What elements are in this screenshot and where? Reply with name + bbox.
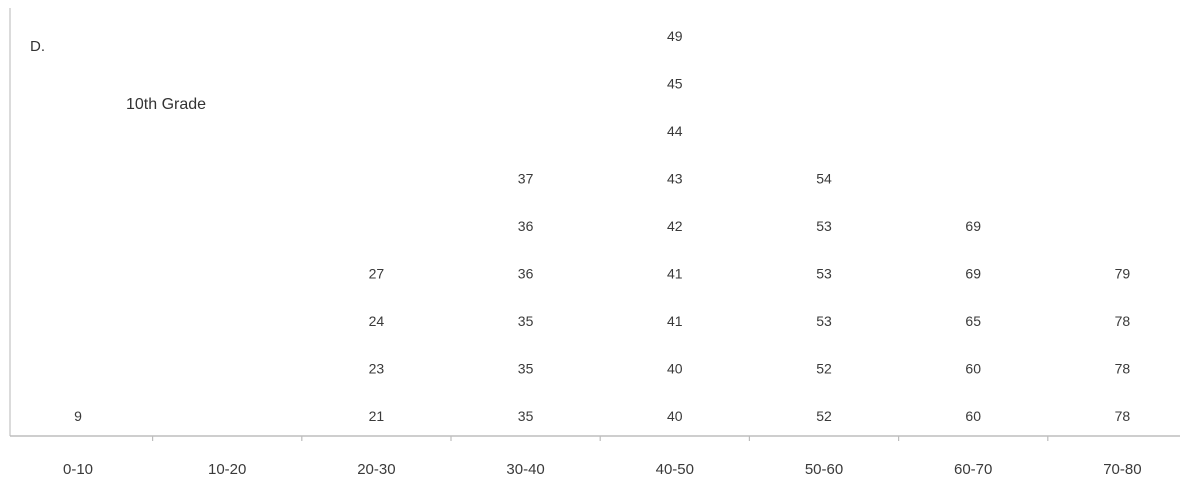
data-value: 79 <box>1115 266 1131 282</box>
x-tick-label: 30-40 <box>506 461 544 478</box>
x-tick-label: 20-30 <box>357 461 395 478</box>
data-value: 35 <box>518 361 534 377</box>
data-value: 36 <box>518 218 534 234</box>
data-value: 78 <box>1115 313 1131 329</box>
data-value: 37 <box>518 171 534 187</box>
data-value: 36 <box>518 266 534 282</box>
data-value: 53 <box>816 313 832 329</box>
data-value: 69 <box>965 266 981 282</box>
data-value: 53 <box>816 266 832 282</box>
data-value: 21 <box>369 408 385 424</box>
data-value: 23 <box>369 361 385 377</box>
data-value: 78 <box>1115 408 1131 424</box>
data-value: 27 <box>369 266 385 282</box>
data-value: 49 <box>667 28 683 44</box>
data-value: 45 <box>667 76 683 92</box>
x-tick-label: 10-20 <box>208 461 246 478</box>
x-tick-label: 50-60 <box>805 461 843 478</box>
data-value: 65 <box>965 313 981 329</box>
data-value: 41 <box>667 313 683 329</box>
x-tick-label: 60-70 <box>954 461 992 478</box>
data-value: 9 <box>74 408 82 424</box>
data-value: 42 <box>667 218 683 234</box>
x-tick-label: 70-80 <box>1103 461 1141 478</box>
data-value: 54 <box>816 171 832 187</box>
data-value: 40 <box>667 361 683 377</box>
data-value: 52 <box>816 361 832 377</box>
x-tick-label: 0-10 <box>63 461 93 478</box>
data-value: 52 <box>816 408 832 424</box>
data-value: 44 <box>667 123 683 139</box>
data-value: 41 <box>667 266 683 282</box>
data-value: 40 <box>667 408 683 424</box>
chart-title: 10th Grade <box>126 96 207 113</box>
data-value: 60 <box>965 361 981 377</box>
x-tick-label: 40-50 <box>656 461 694 478</box>
data-value: 78 <box>1115 361 1131 377</box>
data-value: 53 <box>816 218 832 234</box>
data-value: 35 <box>518 408 534 424</box>
data-value: 43 <box>667 171 683 187</box>
data-value: 60 <box>965 408 981 424</box>
data-value: 69 <box>965 218 981 234</box>
data-value: 24 <box>369 313 385 329</box>
data-value: 35 <box>518 313 534 329</box>
panel-label: D. <box>30 38 45 55</box>
